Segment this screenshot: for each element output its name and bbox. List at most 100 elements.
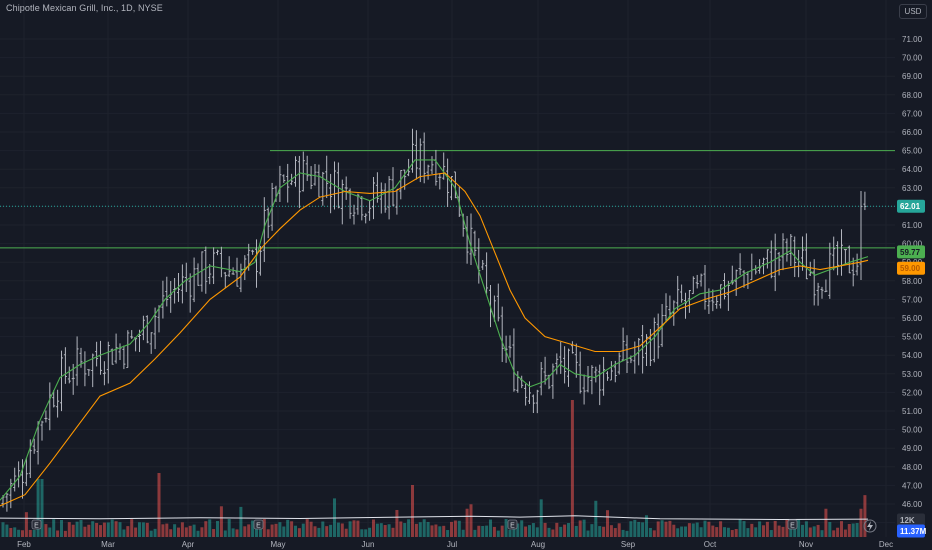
volume-bar — [859, 508, 863, 537]
volume-bar — [17, 529, 21, 537]
volume-bar — [773, 520, 777, 537]
volume-bar — [668, 520, 672, 537]
currency-button[interactable]: USD — [899, 4, 927, 19]
symbol-title: Chipotle Mexican Grill, Inc., 1D, NYSE — [6, 3, 163, 13]
volume-bar — [114, 521, 118, 537]
volume-bar — [1, 522, 5, 537]
volume-bar — [216, 520, 219, 537]
volume-bar — [625, 530, 629, 537]
price-tick-label: 64.00 — [902, 165, 923, 174]
volume-bar — [309, 521, 313, 537]
volume-bar — [808, 527, 812, 537]
volume-bar — [699, 527, 703, 537]
volume-bar — [200, 527, 204, 537]
volume-bar — [430, 525, 434, 537]
volume-bar — [52, 519, 56, 537]
volume-bar — [563, 524, 567, 537]
volume-bar — [539, 499, 543, 537]
volume-bar — [512, 528, 516, 537]
volume-bar — [379, 523, 383, 537]
volume-bar — [598, 526, 602, 537]
volume-bar — [656, 521, 660, 537]
volume-bar — [208, 519, 212, 537]
earnings-e-icon: E — [787, 519, 798, 530]
volume-bar — [414, 523, 418, 537]
volume-bar — [777, 525, 781, 537]
volume-bar — [91, 521, 95, 537]
price-tick-label: 46.00 — [902, 500, 923, 509]
volume-bar — [590, 524, 594, 537]
volume-bar — [726, 527, 730, 537]
time-tick-label: Feb — [17, 540, 31, 549]
volume-bar — [192, 524, 196, 537]
volume-bar — [223, 530, 227, 537]
volume-bar — [153, 528, 157, 537]
volume-bar — [340, 523, 344, 537]
volume-bar — [687, 523, 691, 537]
volume-bar — [231, 528, 235, 537]
volume-bar — [637, 521, 641, 537]
volume-bar — [391, 527, 395, 537]
price-tick-label: 58.00 — [902, 277, 923, 286]
volume-bar — [21, 530, 24, 537]
volume-bar — [138, 522, 141, 537]
volume-bar — [165, 523, 169, 537]
volume-bar — [407, 519, 411, 537]
price-tick-label: 68.00 — [902, 91, 923, 100]
volume-bar — [473, 529, 477, 537]
volume-bar — [106, 522, 110, 537]
volume-bar — [212, 529, 216, 537]
volume-bar — [551, 529, 555, 537]
volume-bar — [485, 525, 489, 537]
volume-bar — [227, 519, 231, 537]
volume-bar — [711, 525, 715, 537]
volume-bar — [149, 530, 153, 537]
price-tick-label: 48.00 — [902, 463, 923, 472]
volume-bar — [95, 522, 99, 537]
volume-bar — [161, 524, 165, 537]
volume-bar — [434, 524, 438, 537]
volume-bar — [843, 529, 847, 537]
volume-bar — [648, 527, 652, 537]
volume-bar — [524, 526, 528, 537]
volume-bar — [180, 522, 184, 537]
volume-bar — [750, 523, 754, 537]
volume-bar — [816, 524, 820, 537]
volume-bar — [758, 521, 762, 537]
lightning-icon[interactable] — [863, 519, 877, 533]
volume-bar — [769, 530, 773, 537]
volume-bar — [395, 509, 399, 537]
volume-bar — [465, 508, 469, 537]
volume-bar — [785, 519, 789, 537]
volume-bar — [855, 523, 859, 537]
price-tick-label: 50.00 — [902, 426, 923, 435]
volume-bar — [594, 500, 598, 537]
volume-bar — [141, 522, 145, 537]
svg-text:59.00: 59.00 — [900, 264, 921, 273]
volume-bar — [169, 529, 173, 537]
volume-bar — [99, 525, 102, 537]
volume-bar — [528, 525, 531, 537]
time-tick-label: Aug — [531, 540, 545, 549]
volume-bar — [286, 519, 290, 537]
volume-bar — [582, 519, 586, 537]
fast-moving-average-line — [0, 159, 869, 501]
price-tick-label: 53.00 — [902, 370, 923, 379]
volume-bar — [67, 522, 71, 537]
volume-bar — [40, 479, 44, 537]
time-axis-bg — [0, 537, 932, 550]
volume-bar — [613, 528, 617, 537]
volume-bar — [262, 519, 266, 537]
price-tick-label: 60.00 — [902, 240, 923, 249]
volume-bar — [258, 522, 262, 537]
volume-bar — [247, 524, 251, 537]
time-tick-label: Apr — [182, 540, 195, 549]
volume-bar — [356, 520, 360, 537]
volume-bar — [820, 530, 824, 537]
volume-bar — [278, 522, 282, 537]
